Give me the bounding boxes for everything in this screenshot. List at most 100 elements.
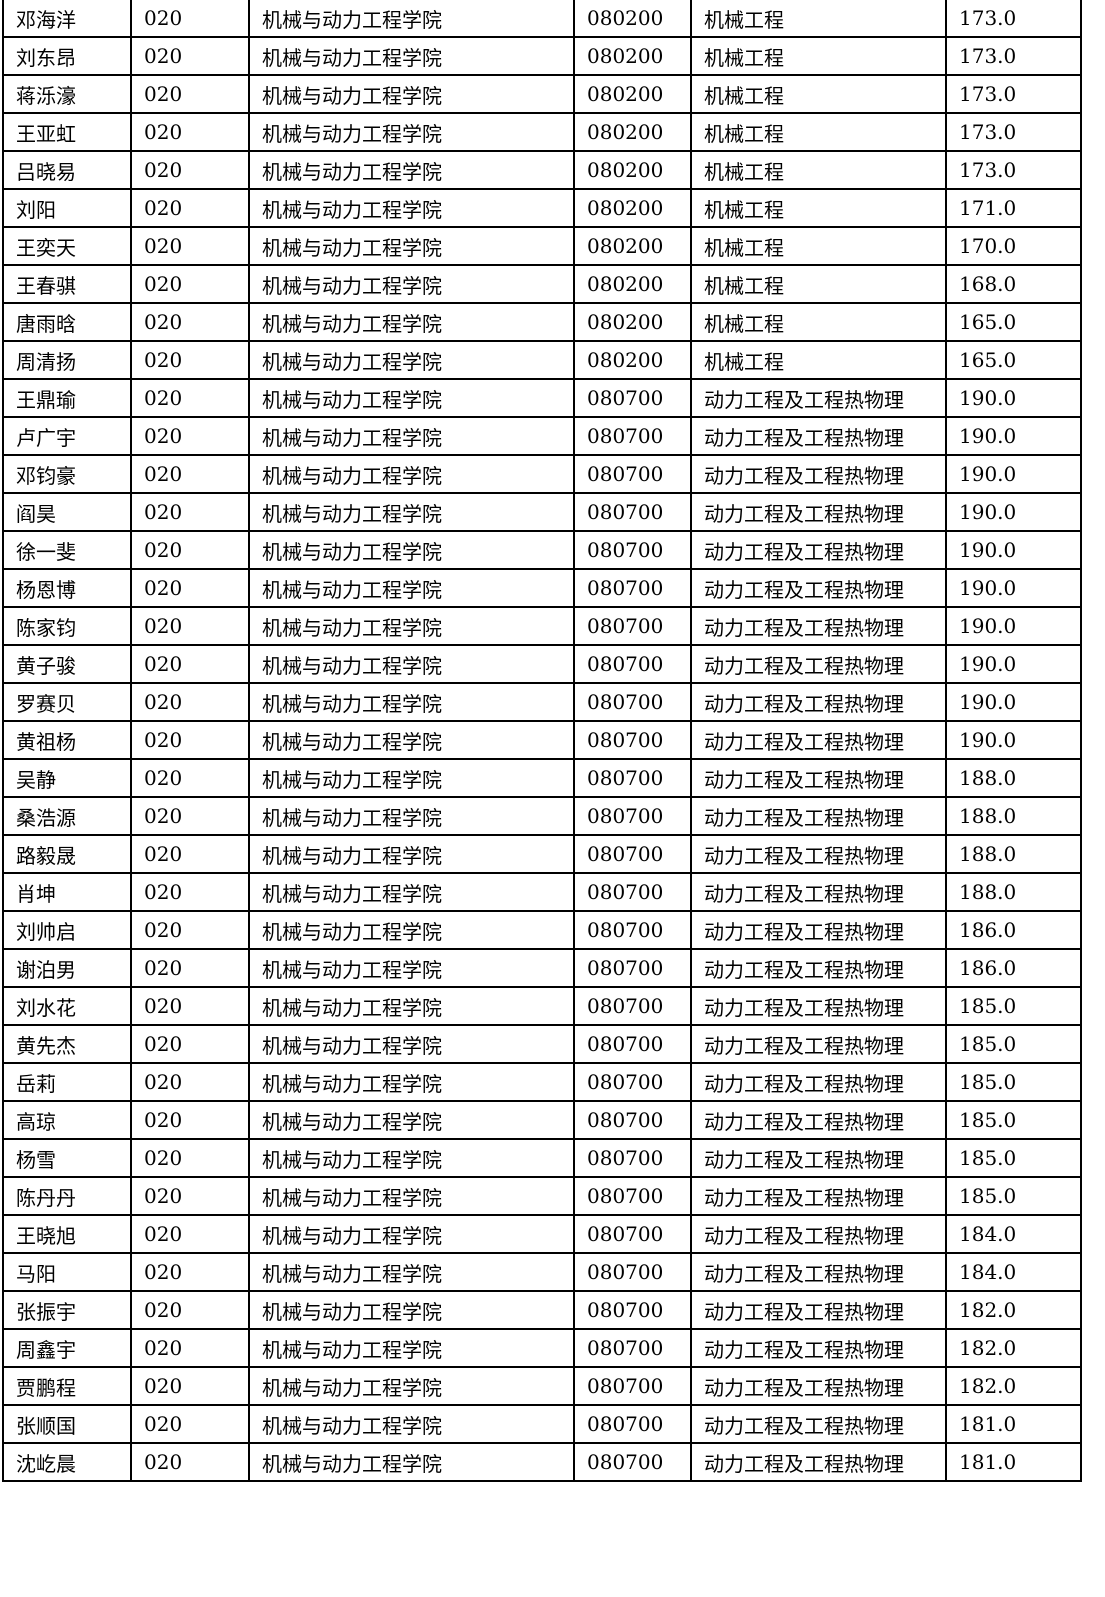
major-name-cell: 动力工程及工程热物理 <box>690 986 947 1026</box>
table-row: 吕晓易 020 机械与动力工程学院 080200 机械工程 173.0 <box>2 150 1082 190</box>
dept-name-cell: 机械与动力工程学院 <box>248 1062 575 1102</box>
score-cell: 165.0 <box>945 340 1082 380</box>
major-code-cell: 080700 <box>573 948 692 988</box>
major-code-cell: 080700 <box>573 1100 692 1140</box>
name-cell: 马阳 <box>2 1252 132 1292</box>
major-code-cell: 080700 <box>573 1062 692 1102</box>
dept-name-cell: 机械与动力工程学院 <box>248 1024 575 1064</box>
dept-name-cell: 机械与动力工程学院 <box>248 454 575 494</box>
score-cell: 184.0 <box>945 1252 1082 1292</box>
dept-code-cell: 020 <box>130 644 250 684</box>
name-cell: 贾鹏程 <box>2 1366 132 1406</box>
major-name-cell: 动力工程及工程热物理 <box>690 1252 947 1292</box>
name-cell: 吕晓易 <box>2 150 132 190</box>
dept-code-cell: 020 <box>130 226 250 266</box>
score-cell: 190.0 <box>945 682 1082 722</box>
major-code-cell: 080700 <box>573 416 692 456</box>
score-cell: 190.0 <box>945 720 1082 760</box>
major-code-cell: 080700 <box>573 872 692 912</box>
major-code-cell: 080700 <box>573 1138 692 1178</box>
name-cell: 徐一斐 <box>2 530 132 570</box>
name-cell: 蒋泺濠 <box>2 74 132 114</box>
major-name-cell: 动力工程及工程热物理 <box>690 1442 947 1482</box>
major-code-cell: 080200 <box>573 112 692 152</box>
name-cell: 周鑫宇 <box>2 1328 132 1368</box>
major-name-cell: 动力工程及工程热物理 <box>690 492 947 532</box>
major-name-cell: 动力工程及工程热物理 <box>690 1176 947 1216</box>
table-row: 张顺国 020 机械与动力工程学院 080700 动力工程及工程热物理 181.0 <box>2 1404 1082 1444</box>
major-name-cell: 机械工程 <box>690 226 947 266</box>
major-code-cell: 080700 <box>573 910 692 950</box>
score-cell: 190.0 <box>945 492 1082 532</box>
major-name-cell: 机械工程 <box>690 36 947 76</box>
dept-code-cell: 020 <box>130 530 250 570</box>
table-row: 路毅晟 020 机械与动力工程学院 080700 动力工程及工程热物理 188.0 <box>2 834 1082 874</box>
score-cell: 173.0 <box>945 150 1082 190</box>
name-cell: 刘帅启 <box>2 910 132 950</box>
name-cell: 杨雪 <box>2 1138 132 1178</box>
score-cell: 186.0 <box>945 910 1082 950</box>
name-cell: 张顺国 <box>2 1404 132 1444</box>
dept-code-cell: 020 <box>130 378 250 418</box>
major-code-cell: 080700 <box>573 1366 692 1406</box>
name-cell: 刘东昂 <box>2 36 132 76</box>
major-name-cell: 机械工程 <box>690 188 947 228</box>
major-code-cell: 080700 <box>573 606 692 646</box>
dept-code-cell: 020 <box>130 758 250 798</box>
score-cell: 165.0 <box>945 302 1082 342</box>
major-code-cell: 080700 <box>573 530 692 570</box>
dept-name-cell: 机械与动力工程学院 <box>248 682 575 722</box>
dept-code-cell: 020 <box>130 264 250 304</box>
score-cell: 186.0 <box>945 948 1082 988</box>
major-code-cell: 080200 <box>573 226 692 266</box>
table-row: 罗赛贝 020 机械与动力工程学院 080700 动力工程及工程热物理 190.0 <box>2 682 1082 722</box>
dept-name-cell: 机械与动力工程学院 <box>248 948 575 988</box>
dept-code-cell: 020 <box>130 492 250 532</box>
major-code-cell: 080200 <box>573 188 692 228</box>
dept-name-cell: 机械与动力工程学院 <box>248 1290 575 1330</box>
score-cell: 185.0 <box>945 1100 1082 1140</box>
table-row: 刘阳 020 机械与动力工程学院 080200 机械工程 171.0 <box>2 188 1082 228</box>
major-name-cell: 动力工程及工程热物理 <box>690 1328 947 1368</box>
table-row: 黄子骏 020 机械与动力工程学院 080700 动力工程及工程热物理 190.0 <box>2 644 1082 684</box>
dept-code-cell: 020 <box>130 36 250 76</box>
name-cell: 罗赛贝 <box>2 682 132 722</box>
name-cell: 阎昊 <box>2 492 132 532</box>
dept-code-cell: 020 <box>130 948 250 988</box>
name-cell: 刘水花 <box>2 986 132 1026</box>
major-code-cell: 080200 <box>573 264 692 304</box>
table-row: 邓钧豪 020 机械与动力工程学院 080700 动力工程及工程热物理 190.0 <box>2 454 1082 494</box>
name-cell: 邓钧豪 <box>2 454 132 494</box>
score-cell: 185.0 <box>945 1138 1082 1178</box>
major-code-cell: 080700 <box>573 454 692 494</box>
dept-name-cell: 机械与动力工程学院 <box>248 1366 575 1406</box>
dept-name-cell: 机械与动力工程学院 <box>248 1252 575 1292</box>
major-code-cell: 080700 <box>573 568 692 608</box>
major-code-cell: 080200 <box>573 74 692 114</box>
score-cell: 190.0 <box>945 378 1082 418</box>
table-row: 卢广宇 020 机械与动力工程学院 080700 动力工程及工程热物理 190.0 <box>2 416 1082 456</box>
dept-name-cell: 机械与动力工程学院 <box>248 1176 575 1216</box>
dept-code-cell: 020 <box>130 340 250 380</box>
dept-code-cell: 020 <box>130 1328 250 1368</box>
table-row: 谢泊男 020 机械与动力工程学院 080700 动力工程及工程热物理 186.0 <box>2 948 1082 988</box>
dept-name-cell: 机械与动力工程学院 <box>248 834 575 874</box>
major-name-cell: 动力工程及工程热物理 <box>690 568 947 608</box>
major-code-cell: 080700 <box>573 758 692 798</box>
major-name-cell: 动力工程及工程热物理 <box>690 1138 947 1178</box>
dept-code-cell: 020 <box>130 112 250 152</box>
score-cell: 181.0 <box>945 1442 1082 1482</box>
dept-code-cell: 020 <box>130 682 250 722</box>
dept-code-cell: 020 <box>130 74 250 114</box>
dept-code-cell: 020 <box>130 1138 250 1178</box>
dept-name-cell: 机械与动力工程学院 <box>248 606 575 646</box>
major-name-cell: 机械工程 <box>690 112 947 152</box>
dept-name-cell: 机械与动力工程学院 <box>248 758 575 798</box>
table-row: 刘水花 020 机械与动力工程学院 080700 动力工程及工程热物理 185.0 <box>2 986 1082 1026</box>
name-cell: 周清扬 <box>2 340 132 380</box>
table-row: 陈丹丹 020 机械与动力工程学院 080700 动力工程及工程热物理 185.0 <box>2 1176 1082 1216</box>
major-name-cell: 动力工程及工程热物理 <box>690 416 947 456</box>
table-row: 高琼 020 机械与动力工程学院 080700 动力工程及工程热物理 185.0 <box>2 1100 1082 1140</box>
dept-code-cell: 020 <box>130 1252 250 1292</box>
name-cell: 黄子骏 <box>2 644 132 684</box>
